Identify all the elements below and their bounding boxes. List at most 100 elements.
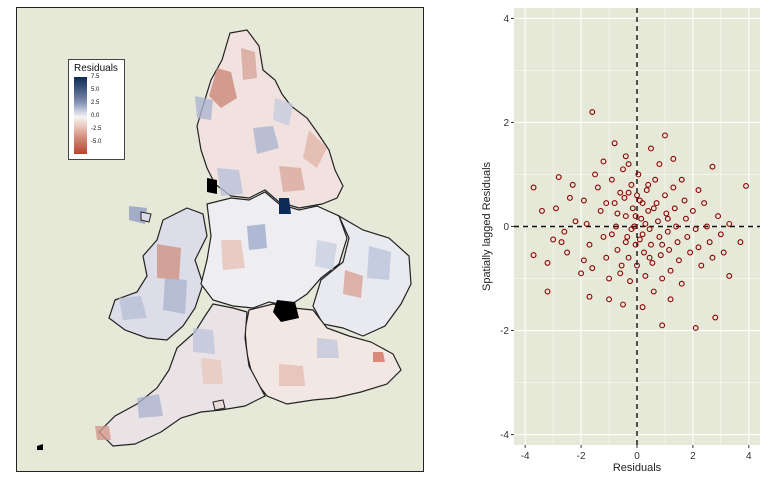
scatter-chart: -4 -2 0 2 4 -4 -2 0 2 4 Residuals Spatially lagg…: [481, 8, 760, 474]
data-point: [639, 231, 646, 238]
data-point: [662, 132, 668, 139]
data-point: [624, 233, 631, 240]
district: [373, 352, 385, 362]
y-tick-label: -2: [500, 326, 509, 337]
data-point: [603, 200, 610, 207]
data-point: [712, 314, 719, 321]
data-point: [709, 163, 716, 170]
data-point: [572, 218, 579, 225]
y-tick-label: 4: [503, 14, 509, 25]
data-point: [606, 296, 612, 303]
data-point: [592, 171, 599, 178]
data-point: [597, 207, 604, 214]
data-point: [620, 301, 626, 308]
data-point: [659, 241, 666, 248]
data-point: [594, 184, 601, 191]
y-tick-label: -4: [500, 430, 509, 441]
data-point: [625, 161, 632, 168]
x-tick-label: -2: [577, 451, 586, 462]
data-point: [628, 181, 635, 188]
x-tick-label: 4: [746, 451, 752, 462]
data-point: [636, 236, 643, 243]
data-point: [678, 176, 685, 183]
data-point: [634, 192, 640, 199]
data-point: [659, 322, 666, 329]
data-point: [620, 166, 626, 173]
data-point: [625, 189, 632, 196]
region-midlands: [200, 191, 348, 309]
district: [195, 96, 213, 120]
anglesey: [140, 211, 152, 223]
data-point: [614, 210, 621, 217]
district: [253, 126, 279, 154]
district: [315, 240, 337, 270]
district: [221, 240, 245, 270]
data-point: [544, 259, 551, 266]
x-tick-label: -4: [521, 451, 530, 462]
data-point: [664, 215, 671, 222]
data-point: [539, 207, 545, 214]
data-point: [569, 181, 576, 188]
data-point: [671, 205, 678, 212]
x-axis-label: Residuals: [613, 462, 662, 474]
isle-of-wight: [212, 399, 226, 411]
data-point: [614, 246, 621, 253]
district: [241, 48, 257, 80]
data-point: [709, 254, 716, 261]
data-point: [628, 226, 635, 233]
data-point: [695, 244, 702, 251]
district: [367, 246, 391, 280]
data-point: [646, 254, 653, 261]
data-point: [638, 215, 645, 222]
region-north: [196, 29, 344, 209]
data-point: [629, 205, 636, 212]
data-point: [706, 239, 713, 246]
data-point: [618, 262, 625, 269]
legend-label: 0.0: [91, 113, 100, 119]
data-point: [589, 265, 596, 272]
legend-label: 5.0: [91, 87, 100, 93]
data-point: [650, 205, 657, 212]
district-dark-blue: [279, 198, 291, 214]
data-point: [649, 259, 656, 266]
legend-label: 7.5: [91, 74, 100, 80]
data-point: [632, 241, 639, 248]
data-point: [678, 280, 685, 287]
data-point: [642, 220, 649, 227]
legend-title: Residuals: [74, 63, 118, 74]
y-axis-label: Spatially lagged Residuals: [481, 161, 493, 291]
data-point: [743, 182, 749, 189]
legend-colorbar: [74, 77, 87, 154]
data-point: [646, 226, 653, 233]
y-axis-ticks: -4 -2 0 2 4: [500, 14, 514, 441]
data-point: [530, 252, 537, 259]
data-point: [648, 145, 654, 152]
data-point: [603, 254, 610, 261]
data-points: [530, 109, 749, 331]
data-point: [715, 213, 722, 220]
data-point: [674, 239, 681, 246]
data-point: [635, 171, 642, 178]
data-point: [622, 153, 629, 160]
choropleth-map: Residuals 7.5 5.0 2.5 0.0 -2.5 -5.0: [16, 7, 424, 472]
district: [217, 168, 243, 196]
data-point: [544, 288, 551, 295]
legend-label: 2.5: [91, 100, 100, 106]
data-point: [648, 241, 654, 248]
data-point: [717, 231, 724, 238]
data-point: [737, 239, 744, 246]
data-point: [643, 187, 650, 194]
district: [343, 270, 363, 298]
data-point: [627, 278, 633, 285]
data-point: [622, 213, 629, 220]
district: [209, 68, 237, 108]
data-point: [583, 220, 590, 227]
data-point: [689, 207, 696, 214]
data-point: [657, 252, 664, 259]
data-point: [642, 272, 649, 279]
data-point: [558, 239, 565, 246]
data-point: [726, 272, 733, 279]
district: [163, 278, 187, 314]
map-canvas: [37, 29, 412, 450]
data-point: [578, 270, 585, 277]
